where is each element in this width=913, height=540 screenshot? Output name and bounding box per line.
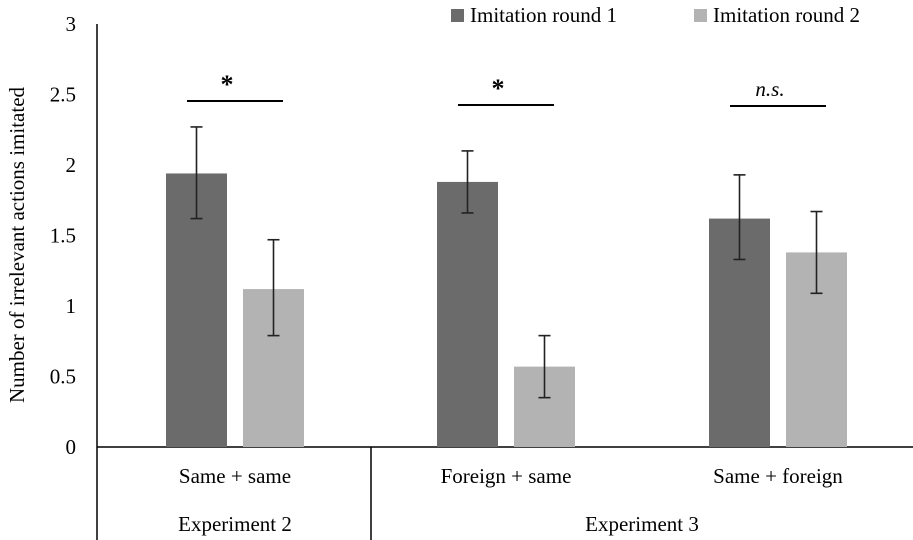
y-tick-label: 0: [66, 435, 77, 459]
legend: Imitation round 1 Imitation round 2: [451, 3, 860, 27]
legend-label: Imitation round 1: [470, 3, 617, 27]
error-bar: [461, 150, 474, 214]
bar-1-2: [437, 181, 498, 448]
chart-axes: [96, 24, 913, 540]
x-tick-label: Same + same: [179, 464, 291, 488]
y-axis-label: Number of irrelevant actions imitated: [5, 86, 29, 403]
significance-label: *: [492, 74, 505, 103]
y-tick-label: 0.5: [50, 365, 76, 389]
y-axis-ticks: 0 0.5 1 1.5 2 2.5 3: [50, 12, 76, 459]
error-bar: [538, 334, 551, 399]
significance-markers: * * n.s.: [187, 70, 826, 107]
y-tick-label: 1.5: [50, 224, 76, 248]
significance-label: *: [221, 70, 234, 99]
x-tick-label: Same + foreign: [713, 464, 843, 488]
error-bar: [267, 238, 280, 337]
legend-swatch: [451, 9, 464, 22]
y-tick-label: 2: [66, 153, 77, 177]
y-tick-label: 3: [66, 12, 77, 36]
error-bar: [190, 126, 203, 220]
bars: [166, 173, 847, 448]
y-tick-label: 2.5: [50, 83, 76, 107]
x-axis-labels: Same + same Foreign + same Same + foreign E…: [178, 464, 843, 536]
group-label: Experiment 2: [178, 512, 292, 536]
legend-swatch: [694, 9, 707, 22]
group-label: Experiment 3: [585, 512, 699, 536]
significance-label: n.s.: [755, 77, 784, 101]
error-bar: [810, 210, 823, 295]
error-bar: [733, 174, 746, 261]
legend-label: Imitation round 2: [713, 3, 860, 27]
error-bars: [190, 126, 823, 399]
y-tick-label: 1: [66, 294, 77, 318]
x-tick-label: Foreign + same: [441, 464, 572, 488]
